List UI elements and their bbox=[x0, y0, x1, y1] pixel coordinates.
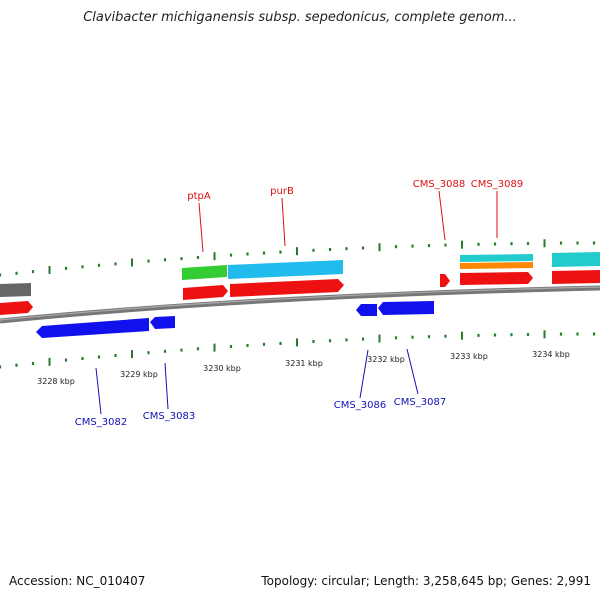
scale-label-3232: 3232 kbp bbox=[367, 355, 405, 364]
leader-line-purb bbox=[281, 197, 286, 247]
gene-feature-gray[interactable] bbox=[0, 283, 31, 297]
gene-feature-purb-cds[interactable] bbox=[230, 279, 344, 297]
scale-label-3231: 3231 kbp bbox=[285, 359, 323, 368]
leader-line-cms3087 bbox=[406, 348, 419, 395]
genome-summary-text: Topology: circular; Length: 3,258,645 bp… bbox=[261, 574, 591, 588]
gene-feature-cms3088[interactable] bbox=[440, 274, 450, 287]
gene-label-cms3082[interactable]: CMS_3082 bbox=[75, 417, 127, 428]
scale-label-3228: 3228 kbp bbox=[37, 377, 75, 386]
scale-label-3230: 3230 kbp bbox=[203, 364, 241, 373]
gene-feature-ptpa-cds[interactable] bbox=[183, 285, 228, 300]
leader-line-cms3088 bbox=[438, 190, 446, 241]
gene-feature-cms3089-teal[interactable] bbox=[460, 254, 533, 262]
gene-feature-cms3087[interactable] bbox=[378, 301, 434, 315]
leader-line-cms3082 bbox=[95, 367, 102, 415]
gene-label-cms3089[interactable]: CMS_3089 bbox=[471, 179, 523, 190]
gene-label-cms3088[interactable]: CMS_3088 bbox=[413, 179, 465, 190]
gene-label-cms3083[interactable]: CMS_3083 bbox=[143, 411, 195, 422]
gene-feature-red-right[interactable] bbox=[552, 270, 600, 284]
gene-feature-cms3089-cds[interactable] bbox=[460, 272, 533, 285]
gene-feature-cms3083[interactable] bbox=[150, 316, 175, 329]
gene-feature-teal-right[interactable] bbox=[552, 252, 600, 267]
gene-feature-cms3082[interactable] bbox=[36, 318, 149, 338]
map-title: Clavibacter michiganensis subsp. sepedon… bbox=[83, 10, 517, 25]
scale-label-3234: 3234 kbp bbox=[532, 350, 570, 359]
accession-text: Accession: NC_010407 bbox=[9, 574, 146, 588]
forward-leader-lines bbox=[198, 190, 498, 253]
gene-feature-cms3089-orange[interactable] bbox=[460, 262, 533, 269]
genome-backbone-highlight bbox=[0, 286, 600, 321]
reverse-features bbox=[36, 301, 434, 338]
gene-feature-cms3086[interactable] bbox=[356, 304, 377, 316]
gene-label-purb[interactable]: purB bbox=[270, 186, 294, 197]
forward-features bbox=[0, 252, 600, 315]
inner-tick-row bbox=[0, 330, 596, 369]
genome-backbone bbox=[0, 285, 600, 324]
gene-label-ptpa[interactable]: ptpA bbox=[187, 191, 211, 202]
scale-label-3233: 3233 kbp bbox=[450, 352, 488, 361]
leader-line-ptpa bbox=[198, 202, 204, 253]
gene-label-cms3086[interactable]: CMS_3086 bbox=[334, 400, 386, 411]
leader-line-cms3086 bbox=[359, 349, 369, 399]
gene-feature-ptpa-rna[interactable] bbox=[182, 265, 227, 280]
scale-label-3229: 3229 kbp bbox=[120, 370, 158, 379]
gene-label-cms3087[interactable]: CMS_3087 bbox=[394, 397, 446, 408]
gene-feature-purb-rna[interactable] bbox=[228, 260, 343, 279]
gene-feature-red[interactable] bbox=[0, 301, 33, 315]
outer-tick-row bbox=[0, 239, 596, 277]
leader-line-cms3083 bbox=[164, 362, 169, 410]
reverse-leader-lines bbox=[95, 348, 419, 415]
